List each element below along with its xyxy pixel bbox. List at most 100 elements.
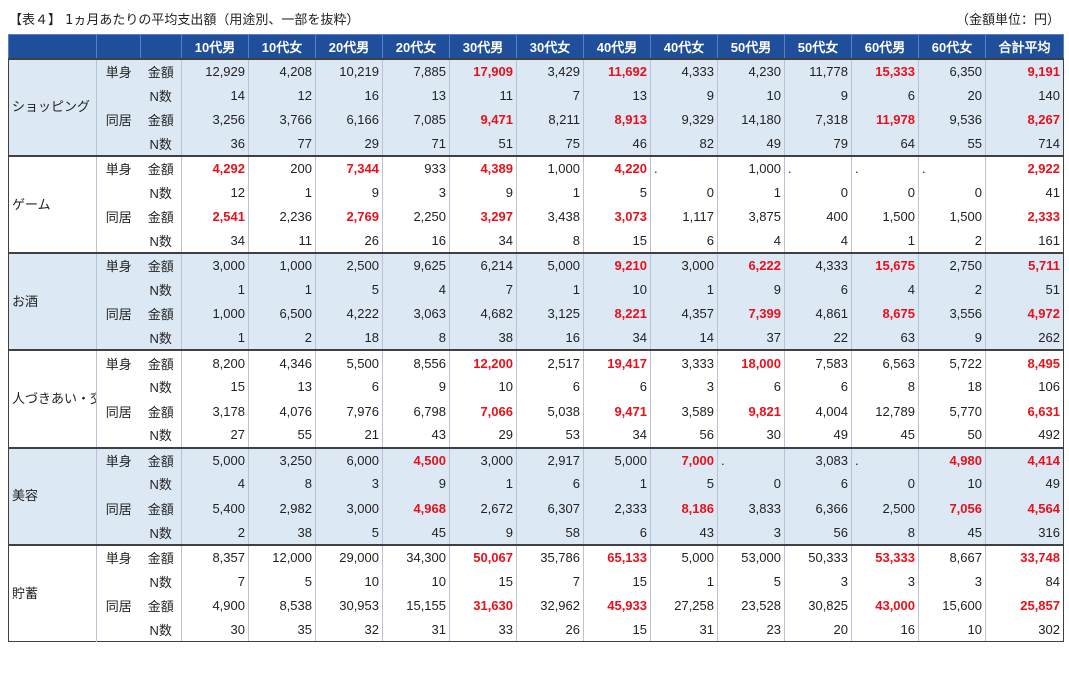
value-cell: 1 — [851, 228, 919, 254]
value-cell: 7,000 — [650, 446, 718, 472]
value-cell: 12,929 — [181, 57, 249, 84]
value-cell: 8,495 — [985, 349, 1064, 375]
value-cell: 9 — [382, 374, 450, 399]
value-cell: 12,200 — [449, 349, 517, 375]
value-cell: 65,133 — [583, 543, 651, 570]
value-cell: 1 — [181, 277, 249, 302]
value-cell: 6,631 — [985, 398, 1064, 424]
value-cell: 7 — [516, 569, 584, 594]
table-row: N数 36 77 29 71 51 75 46 82 49 79 64 55 714 — [9, 131, 1064, 157]
value-cell: 0 — [784, 180, 852, 205]
household-type — [96, 569, 141, 594]
category-label: ゲーム — [8, 154, 97, 254]
value-cell: 4,004 — [784, 398, 852, 424]
value-cell: 0 — [650, 180, 718, 205]
value-cell: 8,667 — [918, 543, 986, 570]
value-cell: 43 — [382, 423, 450, 449]
value-cell: 21 — [315, 423, 383, 449]
value-cell: 71 — [382, 131, 450, 157]
value-cell: 15 — [583, 228, 651, 254]
value-cell: 0 — [851, 180, 919, 205]
value-cell: 53,000 — [717, 543, 785, 570]
value-cell: 3,178 — [181, 398, 249, 424]
table-body: ショッピング 単身 金額 12,929 4,208 10,219 7,885 17,909 3,… — [8, 57, 1064, 643]
value-cell: 6 — [516, 374, 584, 399]
metric-label: 金額 — [140, 496, 182, 521]
value-cell: 1 — [516, 277, 584, 302]
value-cell: 9 — [382, 471, 450, 497]
header-blank-category — [8, 33, 97, 60]
value-cell: 20 — [784, 617, 852, 643]
column-header: 合計平均 — [985, 33, 1064, 60]
table-row: N数 15 13 6 9 10 6 6 3 6 6 8 18 106 — [9, 374, 1064, 399]
value-cell: 4,230 — [717, 57, 785, 84]
value-cell: 23,528 — [717, 593, 785, 618]
value-cell: 106 — [985, 374, 1064, 399]
household-type: 単身 — [96, 252, 141, 278]
metric-label: 金額 — [140, 301, 182, 327]
value-cell: 11,978 — [851, 107, 919, 132]
spending-table: 10代男 10代女 20代男 20代女 30代男 30代女 40代男 40代女 50代男 50代女… — [8, 33, 1064, 643]
value-cell: 30,825 — [784, 593, 852, 618]
value-cell: 34,300 — [382, 543, 450, 570]
value-cell: 4 — [181, 471, 249, 497]
value-cell: 8 — [516, 228, 584, 254]
household-type — [96, 83, 141, 108]
value-cell: 4,682 — [449, 301, 517, 327]
value-cell: 31,630 — [449, 593, 517, 618]
value-cell: 3 — [650, 374, 718, 399]
value-cell: 3,556 — [918, 301, 986, 327]
value-cell: 1,000 — [717, 154, 785, 181]
value-cell: 53,333 — [851, 543, 919, 570]
value-cell: 45 — [851, 423, 919, 449]
value-cell: 6 — [851, 83, 919, 108]
metric-label: N数 — [140, 471, 182, 497]
column-header: 60代女 — [918, 33, 986, 60]
value-cell: 1 — [248, 277, 316, 302]
value-cell: . — [851, 446, 919, 472]
metric-label: 金額 — [140, 593, 182, 618]
household-type — [96, 520, 141, 546]
value-cell: 714 — [985, 131, 1064, 157]
value-cell: . — [717, 446, 785, 472]
value-cell: 34 — [449, 228, 517, 254]
value-cell: . — [918, 154, 986, 181]
value-cell: 15 — [181, 374, 249, 399]
value-cell: 3,833 — [717, 496, 785, 521]
value-cell: 5,770 — [918, 398, 986, 424]
value-cell: 3,589 — [650, 398, 718, 424]
value-cell: 6 — [583, 520, 651, 546]
value-cell: 6,222 — [717, 252, 785, 278]
value-cell: 9,191 — [985, 57, 1064, 84]
metric-label: 金額 — [140, 398, 182, 424]
value-cell: 36 — [181, 131, 249, 157]
value-cell: 6,500 — [248, 301, 316, 327]
value-cell: 16 — [315, 83, 383, 108]
value-cell: 29 — [449, 423, 517, 449]
value-cell: 29,000 — [315, 543, 383, 570]
household-type — [96, 277, 141, 302]
value-cell: 20 — [918, 83, 986, 108]
category-label: 貯蓄 — [8, 543, 97, 642]
metric-label: 金額 — [140, 107, 182, 132]
value-cell: 33 — [449, 617, 517, 643]
value-cell: 12 — [248, 83, 316, 108]
table-row: N数 7 5 10 10 15 7 15 1 5 3 3 3 84 — [9, 569, 1064, 594]
value-cell: 17,909 — [449, 57, 517, 84]
household-type: 単身 — [96, 154, 141, 181]
value-cell: 8,186 — [650, 496, 718, 521]
value-cell: 6 — [717, 374, 785, 399]
value-cell: 6,000 — [315, 446, 383, 472]
value-cell: 3,766 — [248, 107, 316, 132]
value-cell: 8 — [382, 326, 450, 351]
value-cell: 26 — [315, 228, 383, 254]
value-cell: 2 — [918, 277, 986, 302]
value-cell: 9,471 — [583, 398, 651, 424]
value-cell: 933 — [382, 154, 450, 181]
value-cell: 16 — [516, 326, 584, 351]
value-cell: 22 — [784, 326, 852, 351]
table-row: 同居 金額 2,541 2,236 2,769 2,250 3,297 3,438 3,073 1… — [9, 204, 1064, 229]
value-cell: 77 — [248, 131, 316, 157]
value-cell: 8,267 — [985, 107, 1064, 132]
metric-label: 金額 — [140, 446, 182, 472]
